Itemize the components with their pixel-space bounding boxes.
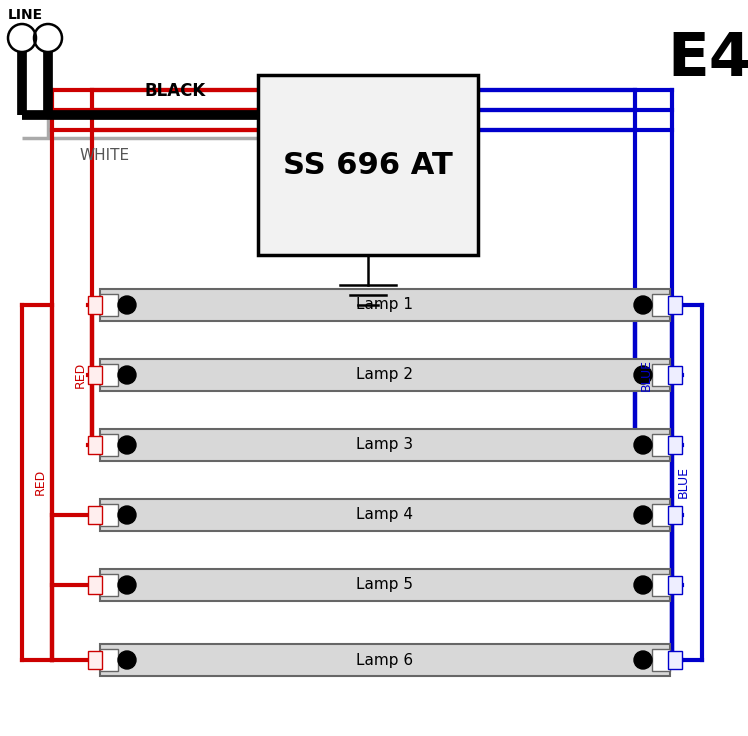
Bar xyxy=(652,434,670,456)
Text: Lamp 5: Lamp 5 xyxy=(357,578,414,592)
Bar xyxy=(258,75,478,255)
Bar xyxy=(668,366,682,384)
Circle shape xyxy=(118,651,136,669)
Text: BLUE: BLUE xyxy=(640,359,653,391)
Bar xyxy=(100,644,670,676)
Bar xyxy=(668,296,682,314)
Bar xyxy=(652,294,670,316)
Circle shape xyxy=(118,576,136,594)
Bar xyxy=(88,651,102,669)
Bar xyxy=(100,649,118,671)
Bar xyxy=(100,434,118,456)
Text: RED: RED xyxy=(34,469,47,495)
Bar xyxy=(668,651,682,669)
Circle shape xyxy=(634,506,652,524)
Text: E4: E4 xyxy=(668,30,748,89)
Bar xyxy=(100,569,670,601)
Circle shape xyxy=(118,296,136,314)
Text: Lamp 4: Lamp 4 xyxy=(357,508,414,523)
Bar xyxy=(100,499,670,531)
Bar xyxy=(88,296,102,314)
Bar xyxy=(668,576,682,594)
Text: LINE: LINE xyxy=(8,8,43,22)
Text: BLACK: BLACK xyxy=(145,82,206,100)
Bar xyxy=(652,649,670,671)
Bar xyxy=(88,436,102,454)
Bar xyxy=(100,294,118,316)
Circle shape xyxy=(634,576,652,594)
Circle shape xyxy=(634,296,652,314)
Bar xyxy=(652,504,670,526)
Bar xyxy=(100,359,670,391)
Bar xyxy=(88,506,102,524)
Text: Lamp 6: Lamp 6 xyxy=(357,653,414,668)
Bar xyxy=(668,506,682,524)
Circle shape xyxy=(634,436,652,454)
Bar xyxy=(88,576,102,594)
Text: SS 696 AT: SS 696 AT xyxy=(283,150,453,180)
Bar xyxy=(88,366,102,384)
Bar xyxy=(100,289,670,321)
Circle shape xyxy=(634,366,652,384)
Bar xyxy=(100,429,670,461)
Bar xyxy=(100,574,118,596)
Text: Lamp 1: Lamp 1 xyxy=(357,297,414,313)
Text: Lamp 2: Lamp 2 xyxy=(357,367,414,383)
Circle shape xyxy=(118,436,136,454)
Bar xyxy=(100,364,118,386)
Bar xyxy=(668,436,682,454)
Circle shape xyxy=(634,651,652,669)
Text: RED: RED xyxy=(74,362,87,388)
Bar xyxy=(652,364,670,386)
Circle shape xyxy=(118,506,136,524)
Bar xyxy=(652,574,670,596)
Bar xyxy=(100,504,118,526)
Text: Lamp 3: Lamp 3 xyxy=(357,437,414,453)
Text: WHITE: WHITE xyxy=(80,148,130,163)
Circle shape xyxy=(118,366,136,384)
Text: BLUE: BLUE xyxy=(677,466,690,498)
